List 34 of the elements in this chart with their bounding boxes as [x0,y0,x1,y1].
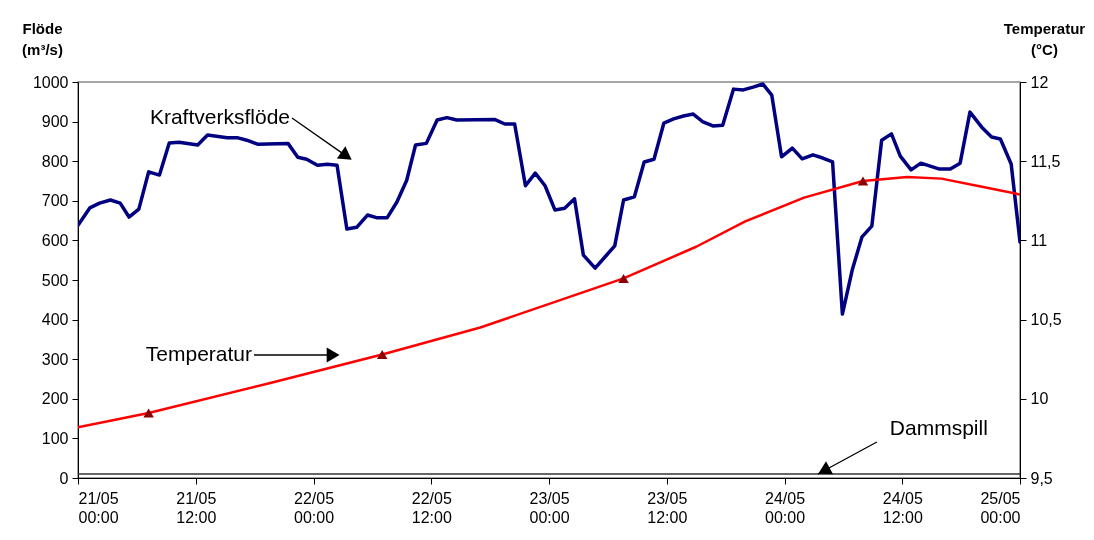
y2-tick-label: 11 [1030,231,1048,249]
y2-tick-label: 12 [1030,73,1049,91]
y2-tick-label: 10,5 [1030,311,1062,329]
y-tick-label: 800 [41,152,69,170]
x-tick-label: 21/05 12:00 [176,489,217,526]
y-tick-label: 400 [41,311,69,329]
y-tick-label: 600 [41,231,69,249]
y2-tick-label: 9,5 [1030,469,1053,487]
point [857,176,869,186]
x-tick-label: 24/05 00:00 [764,489,806,526]
y-tick-label: 0 [59,469,69,487]
x-tick-label: 25/05 00:00 [980,489,1021,526]
point [618,273,629,283]
y-tick-label: 1000 [32,73,69,91]
y-tick-label: 900 [41,113,69,131]
y-tick-label: 700 [41,192,69,210]
x-tick-label: 22/05 00:00 [293,489,335,526]
y-tick-label: 300 [41,350,69,368]
y2-tick-label: 10 [1030,390,1049,408]
y2-axis-title: Temperatur (°C) [1003,19,1086,58]
y2-tick-label: 11,5 [1030,152,1061,170]
x-tick-label: 24/05 12:00 [882,489,923,526]
y-tick-label: 100 [41,429,69,447]
annotation: Temperatur [145,342,252,365]
point [143,408,154,418]
x-tick-label: 23/05 00:00 [529,489,570,526]
y-tick-label: 200 [41,390,69,408]
annotation: Kraftverksflöde [149,105,290,128]
x-tick-label: 21/05 00:00 [78,489,119,526]
annotation: Dammspill [889,416,988,440]
y-tick-label: 500 [41,271,69,289]
x-tick-label: 23/05 12:00 [647,489,688,526]
y-axis-title: Flöde (m³/s) [22,19,63,58]
x-tick-label: 22/05 12:00 [411,489,452,526]
